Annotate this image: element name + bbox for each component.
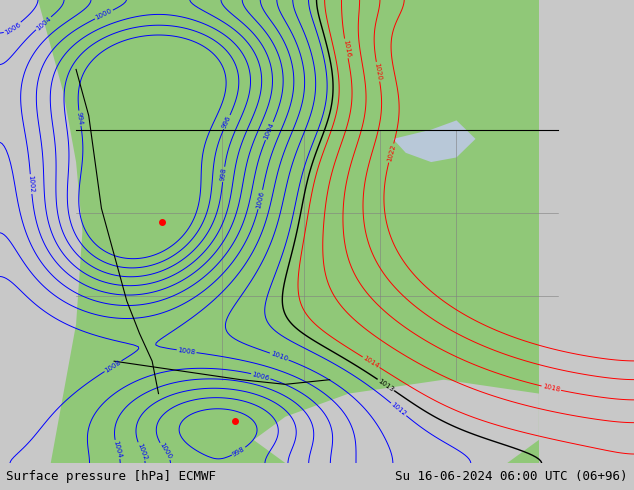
Text: 1006: 1006	[3, 21, 22, 35]
Text: 996: 996	[221, 115, 233, 129]
Text: 1004: 1004	[112, 440, 122, 459]
Text: 998: 998	[220, 167, 228, 181]
Text: 1014: 1014	[362, 355, 380, 369]
Text: 1002: 1002	[136, 442, 148, 461]
Text: 1013: 1013	[377, 377, 395, 392]
Text: 1008: 1008	[104, 359, 122, 373]
Text: 1000: 1000	[158, 442, 172, 461]
Text: 1002: 1002	[27, 175, 35, 193]
Text: 1010: 1010	[270, 350, 288, 363]
Text: 1004: 1004	[263, 122, 276, 140]
Text: 1004: 1004	[35, 15, 52, 31]
Text: 1006: 1006	[251, 371, 270, 381]
Text: 1006: 1006	[256, 190, 266, 209]
Text: 1018: 1018	[542, 383, 560, 393]
Text: Surface pressure [hPa] ECMWF: Surface pressure [hPa] ECMWF	[6, 470, 216, 483]
Polygon shape	[254, 380, 539, 463]
Polygon shape	[393, 121, 476, 162]
Text: 1008: 1008	[178, 347, 196, 355]
Text: 998: 998	[231, 445, 246, 458]
Polygon shape	[0, 0, 82, 463]
Text: 1000: 1000	[94, 8, 113, 21]
Text: 1012: 1012	[390, 401, 408, 417]
Bar	[539, 0, 634, 463]
Text: 994: 994	[76, 111, 84, 125]
Text: 1022: 1022	[386, 144, 396, 162]
Text: 1020: 1020	[373, 62, 382, 81]
Text: Su 16-06-2024 06:00 UTC (06+96): Su 16-06-2024 06:00 UTC (06+96)	[395, 470, 628, 483]
Text: 1016: 1016	[342, 39, 351, 58]
